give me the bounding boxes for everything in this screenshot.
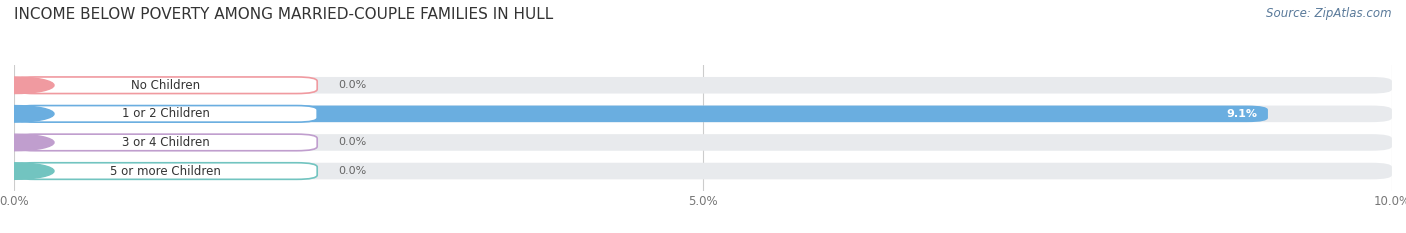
FancyBboxPatch shape — [14, 163, 1392, 179]
FancyBboxPatch shape — [14, 106, 1268, 122]
FancyBboxPatch shape — [14, 77, 318, 94]
Text: 3 or 4 Children: 3 or 4 Children — [122, 136, 209, 149]
FancyBboxPatch shape — [14, 134, 1392, 151]
Text: 9.1%: 9.1% — [1226, 109, 1257, 119]
FancyBboxPatch shape — [14, 77, 1392, 94]
Text: 0.0%: 0.0% — [337, 137, 366, 147]
Circle shape — [0, 77, 53, 93]
Circle shape — [0, 134, 53, 151]
Text: 5 or more Children: 5 or more Children — [110, 164, 221, 178]
FancyBboxPatch shape — [14, 106, 1392, 122]
Text: INCOME BELOW POVERTY AMONG MARRIED-COUPLE FAMILIES IN HULL: INCOME BELOW POVERTY AMONG MARRIED-COUPL… — [14, 7, 554, 22]
Text: 1 or 2 Children: 1 or 2 Children — [122, 107, 209, 120]
Circle shape — [0, 106, 53, 122]
Text: Source: ZipAtlas.com: Source: ZipAtlas.com — [1267, 7, 1392, 20]
FancyBboxPatch shape — [14, 106, 318, 122]
Circle shape — [0, 163, 53, 179]
FancyBboxPatch shape — [14, 134, 318, 151]
Text: No Children: No Children — [131, 79, 200, 92]
Text: 0.0%: 0.0% — [337, 166, 366, 176]
FancyBboxPatch shape — [14, 163, 318, 179]
Text: 0.0%: 0.0% — [337, 80, 366, 90]
